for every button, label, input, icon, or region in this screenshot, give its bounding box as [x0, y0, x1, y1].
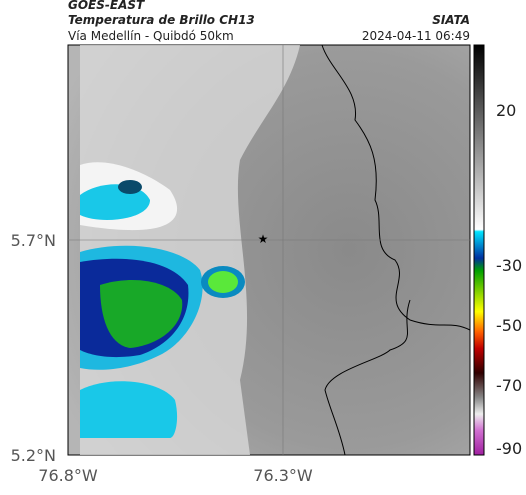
lon-label: 76.8°W	[38, 466, 98, 485]
colorbar-tick-label: -30	[496, 256, 522, 275]
colorbar	[473, 44, 485, 456]
cloud-cyan	[80, 381, 178, 438]
cloud-cell-core	[208, 271, 238, 293]
colorbar-tick-label: 20	[496, 101, 516, 120]
cloud-core	[118, 180, 142, 194]
colorbar-tick-label: -70	[496, 376, 522, 395]
border-line	[321, 44, 471, 331]
subtitle: Temperatura de Brillo CH13	[68, 13, 255, 27]
lon-label: 76.3°W	[253, 466, 313, 485]
colorbar-tick-label: -90	[496, 439, 522, 458]
border-line	[324, 299, 411, 456]
region: Vía Medellín - Quibdó 50km	[68, 29, 234, 43]
lat-label: 5.2°N	[11, 446, 56, 465]
colorbar-ticks: 20 -30 -50 -70 -90	[496, 101, 522, 458]
source: SIATA	[432, 13, 470, 27]
timestamp: 2024-04-11 06:49	[362, 29, 470, 43]
title: GOES-EAST	[68, 0, 145, 12]
lat-label: 5.7°N	[11, 231, 56, 250]
colorbar-tick-label: -50	[496, 316, 522, 335]
city-marker: ★	[258, 232, 269, 246]
cloud-green	[100, 280, 183, 348]
